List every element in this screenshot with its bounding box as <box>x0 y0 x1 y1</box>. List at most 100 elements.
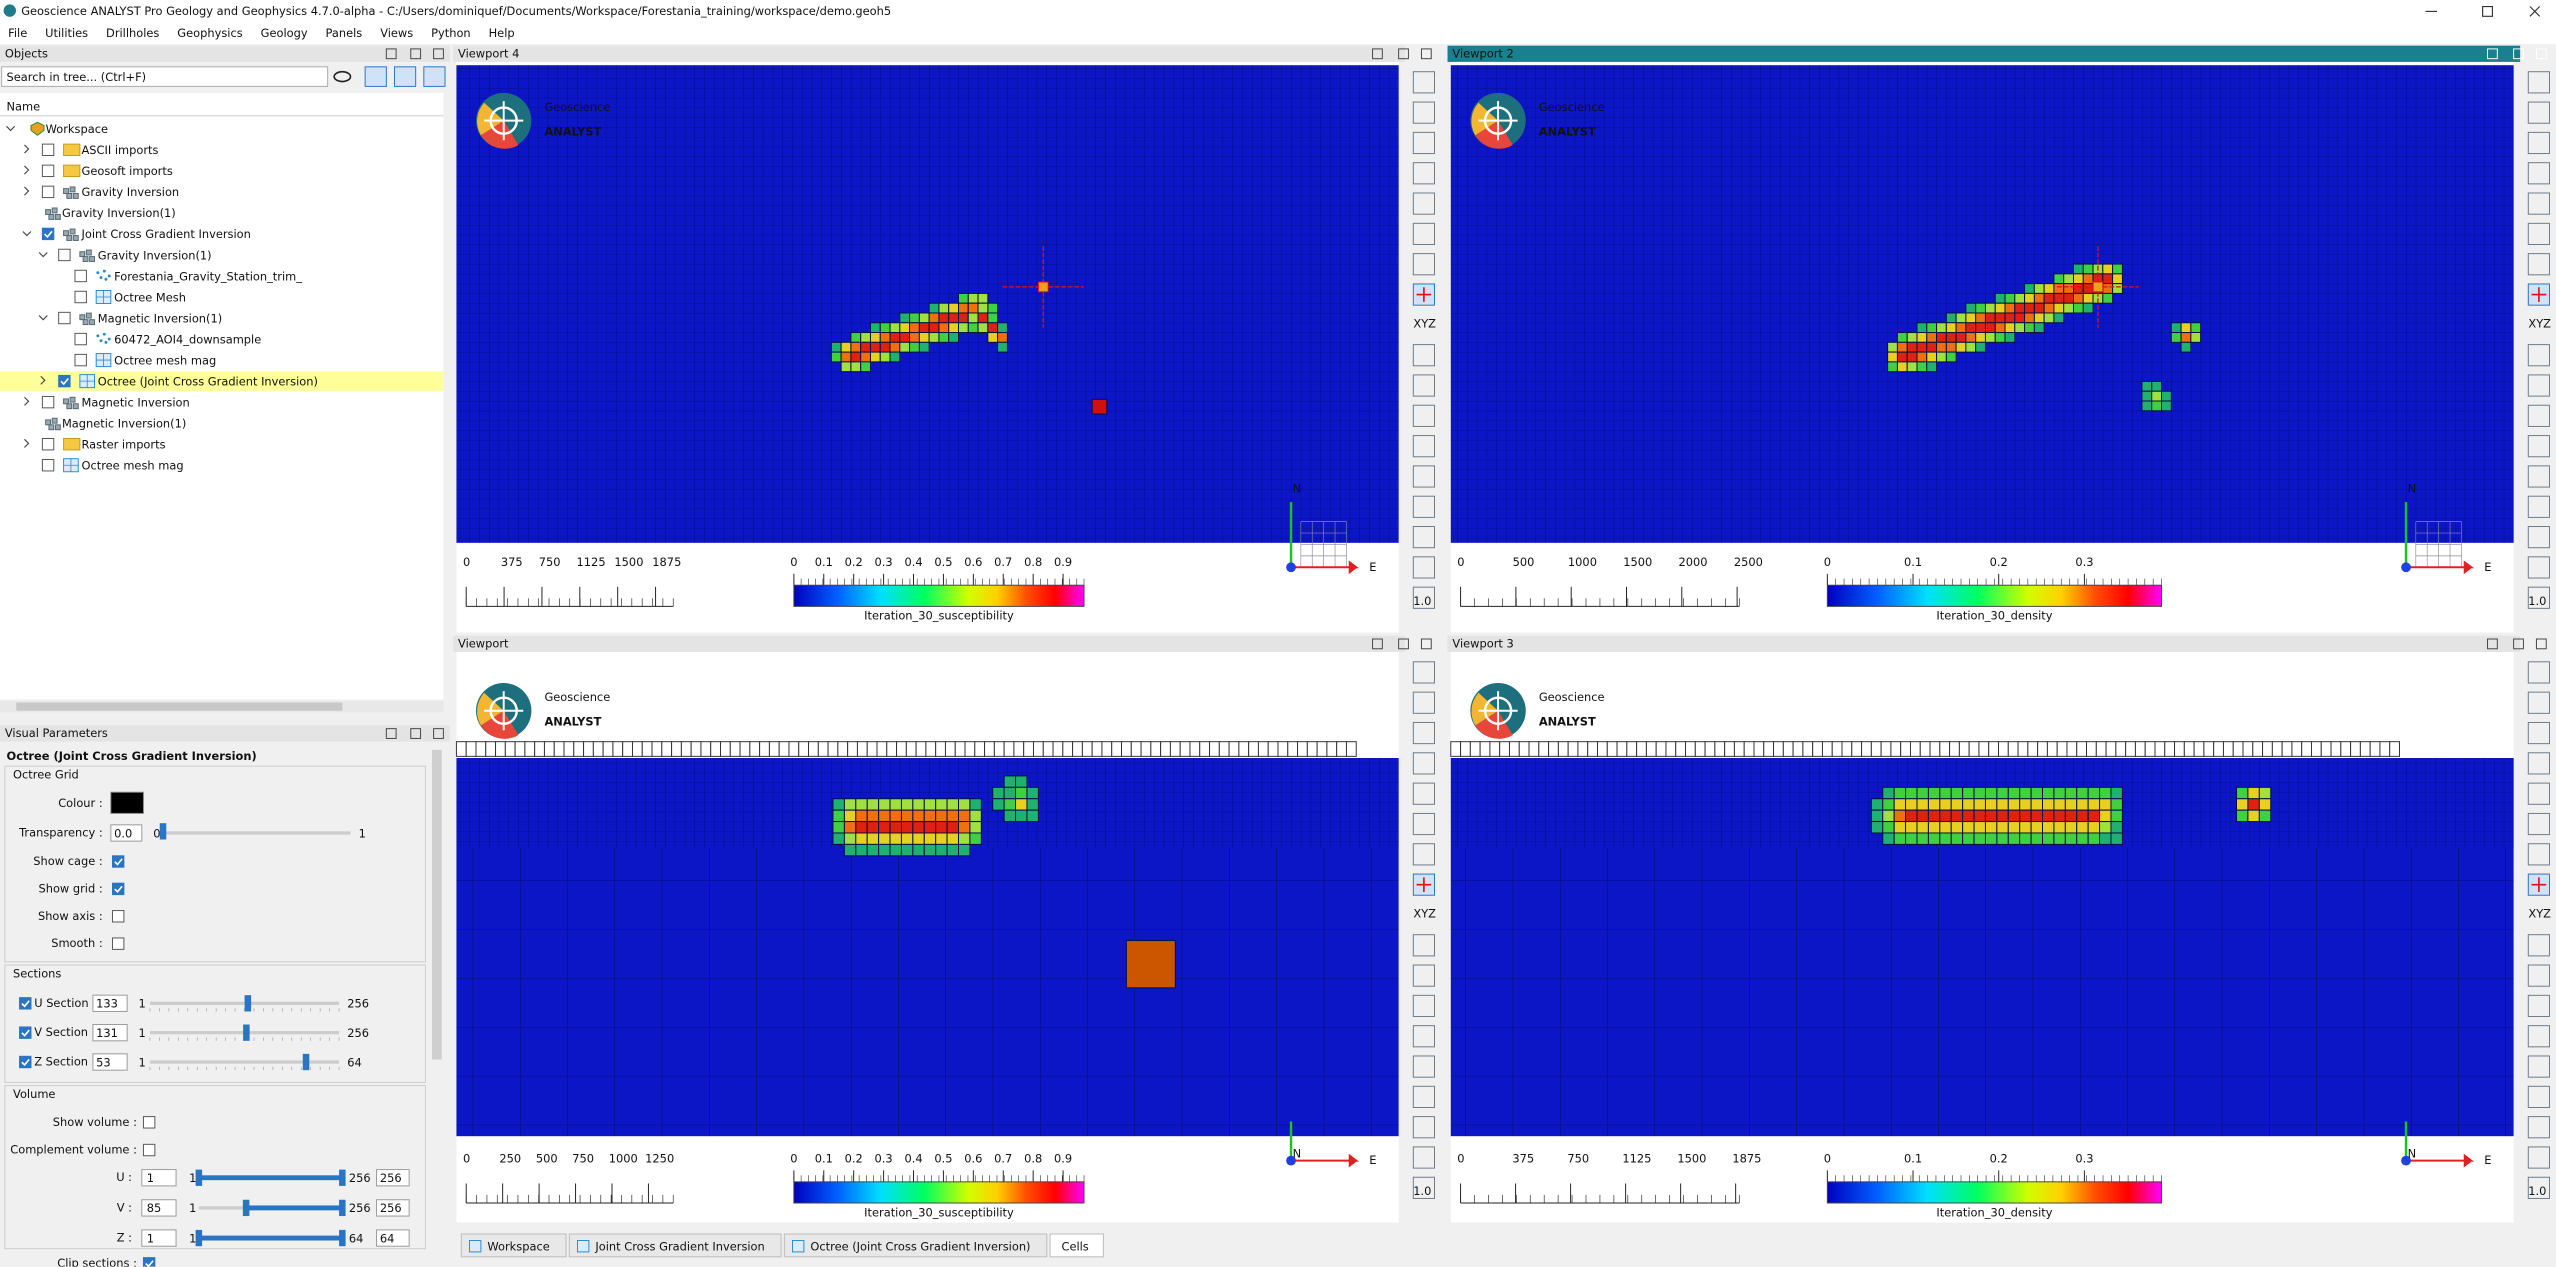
spin-box[interactable] <box>92 1024 128 1042</box>
tree-item[interactable]: Octree mesh mag <box>114 353 216 367</box>
checkbox[interactable] <box>19 1055 32 1069</box>
toolbar-button[interactable] <box>2527 586 2550 609</box>
toolbar-button[interactable] <box>1412 192 1435 215</box>
toolbar-button-label[interactable]: XYZ <box>1413 907 1436 921</box>
slider-handle[interactable] <box>242 1199 250 1217</box>
toolbar-button[interactable] <box>2527 344 2550 367</box>
toolbar-button[interactable] <box>2527 131 2550 155</box>
toolbar-button[interactable] <box>2527 374 2550 397</box>
tree-item[interactable]: Joint Cross Gradient Inversion <box>81 227 251 241</box>
checkbox[interactable] <box>74 332 87 346</box>
toolbar-button[interactable] <box>2527 1055 2550 1078</box>
checkbox[interactable] <box>41 143 55 157</box>
viewport-header-button[interactable] <box>1372 638 1383 650</box>
toolbar-button[interactable] <box>2527 404 2550 427</box>
filter-button[interactable] <box>364 66 387 87</box>
viewport-header-button[interactable] <box>2487 638 2498 650</box>
tree-item[interactable]: Octree Mesh <box>114 290 186 304</box>
expand-arrow[interactable] <box>6 125 16 132</box>
toolbar-button[interactable] <box>1412 752 1435 775</box>
tree-item[interactable]: Gravity Inversion <box>82 185 180 199</box>
toolbar-button-label[interactable]: XYZ <box>1413 317 1436 331</box>
checkbox[interactable] <box>111 910 125 923</box>
toolbar-button[interactable] <box>2527 812 2550 836</box>
toolbar-button[interactable] <box>2527 1085 2550 1108</box>
viewport-header-button[interactable] <box>2535 638 2547 650</box>
checkbox[interactable] <box>142 1116 156 1129</box>
menu-item[interactable]: Views <box>380 26 413 40</box>
checkbox[interactable] <box>111 855 125 868</box>
toolbar-button[interactable] <box>2527 435 2550 458</box>
slider-handle[interactable] <box>243 1024 250 1041</box>
checkbox[interactable] <box>111 882 125 896</box>
tree-item[interactable]: Magnetic Inversion <box>82 395 190 409</box>
toolbar-button[interactable] <box>2527 661 2550 684</box>
spin-box[interactable] <box>376 1229 410 1247</box>
checkbox[interactable] <box>74 353 87 367</box>
toolbar-button[interactable] <box>2527 1176 2550 1199</box>
tree-item[interactable]: Octree (Joint Cross Gradient Inversion) <box>98 374 318 388</box>
toolbar-button[interactable] <box>2527 253 2550 276</box>
filter-button[interactable] <box>423 66 446 87</box>
slider-handle[interactable] <box>244 995 252 1012</box>
toolbar-button[interactable] <box>2527 934 2550 957</box>
panel-header-button[interactable] <box>385 48 397 60</box>
toolbar-button[interactable] <box>1412 465 1435 488</box>
checkbox[interactable] <box>74 269 87 283</box>
toolbar-button[interactable] <box>2527 691 2550 714</box>
expand-arrow[interactable] <box>24 438 30 448</box>
toolbar-button[interactable] <box>2527 752 2550 775</box>
menu-item[interactable]: Utilities <box>45 26 88 40</box>
tree-item[interactable]: Gravity Inversion(1) <box>98 248 212 262</box>
toolbar-button[interactable] <box>1412 101 1435 124</box>
toolbar-button[interactable] <box>1412 131 1435 155</box>
tab[interactable] <box>460 1233 567 1258</box>
toolbar-button[interactable] <box>2527 994 2550 1018</box>
toolbar-button[interactable] <box>2527 101 2550 124</box>
search-box[interactable] <box>1 66 329 87</box>
tab[interactable] <box>783 1233 1048 1258</box>
toolbar-button[interactable] <box>1412 661 1435 684</box>
toolbar-button[interactable] <box>1412 1146 1435 1169</box>
visibility-button[interactable] <box>333 70 352 83</box>
viewport-header-button[interactable] <box>1398 48 1409 60</box>
toolbar-button[interactable] <box>1412 1025 1435 1048</box>
toolbar-button[interactable] <box>1412 222 1435 246</box>
slider-handle[interactable] <box>339 1229 346 1247</box>
checkbox[interactable] <box>41 459 55 472</box>
toolbar-button[interactable] <box>1412 1085 1435 1108</box>
tree-item[interactable]: Gravity Inversion(1) <box>62 206 176 220</box>
slider-handle[interactable] <box>302 1053 310 1071</box>
colour-swatch[interactable] <box>110 791 144 814</box>
toolbar-button[interactable] <box>2527 192 2550 215</box>
toolbar-button[interactable] <box>1412 782 1435 805</box>
spin-box[interactable] <box>141 1229 177 1247</box>
slider-handle[interactable] <box>339 1199 346 1217</box>
toolbar-button[interactable] <box>1412 162 1435 185</box>
toolbar-button[interactable] <box>1412 1055 1435 1078</box>
checkbox[interactable] <box>41 185 55 199</box>
toolbar-button[interactable] <box>1412 556 1435 579</box>
menu-item[interactable]: File <box>8 26 27 40</box>
menu-item[interactable]: Geophysics <box>177 26 242 40</box>
tab[interactable] <box>1049 1233 1104 1258</box>
tab-label[interactable]: Cells <box>1061 1240 1088 1254</box>
toolbar-button[interactable] <box>2527 556 2550 579</box>
tree-item[interactable]: Magnetic Inversion(1) <box>98 311 222 325</box>
slider-handle[interactable] <box>339 1169 346 1186</box>
panel-header-button[interactable] <box>385 728 397 739</box>
tree-item[interactable]: 60472_AOI4_downsample <box>114 332 261 346</box>
toolbar-button[interactable] <box>1412 691 1435 714</box>
toolbar-button[interactable] <box>1412 994 1435 1018</box>
toolbar-button[interactable] <box>2527 1025 2550 1048</box>
expand-arrow[interactable] <box>40 375 46 385</box>
menu-item[interactable]: Python <box>431 26 471 40</box>
toolbar-button[interactable] <box>1412 374 1435 397</box>
viewport-header-button[interactable] <box>2513 638 2524 650</box>
toolbar-button[interactable] <box>1412 526 1435 549</box>
checkbox[interactable] <box>41 438 55 451</box>
expand-arrow[interactable] <box>24 396 30 406</box>
panel-header-button[interactable] <box>410 728 422 739</box>
toolbar-button[interactable] <box>1412 1176 1435 1199</box>
window-button[interactable] <box>2482 5 2493 17</box>
